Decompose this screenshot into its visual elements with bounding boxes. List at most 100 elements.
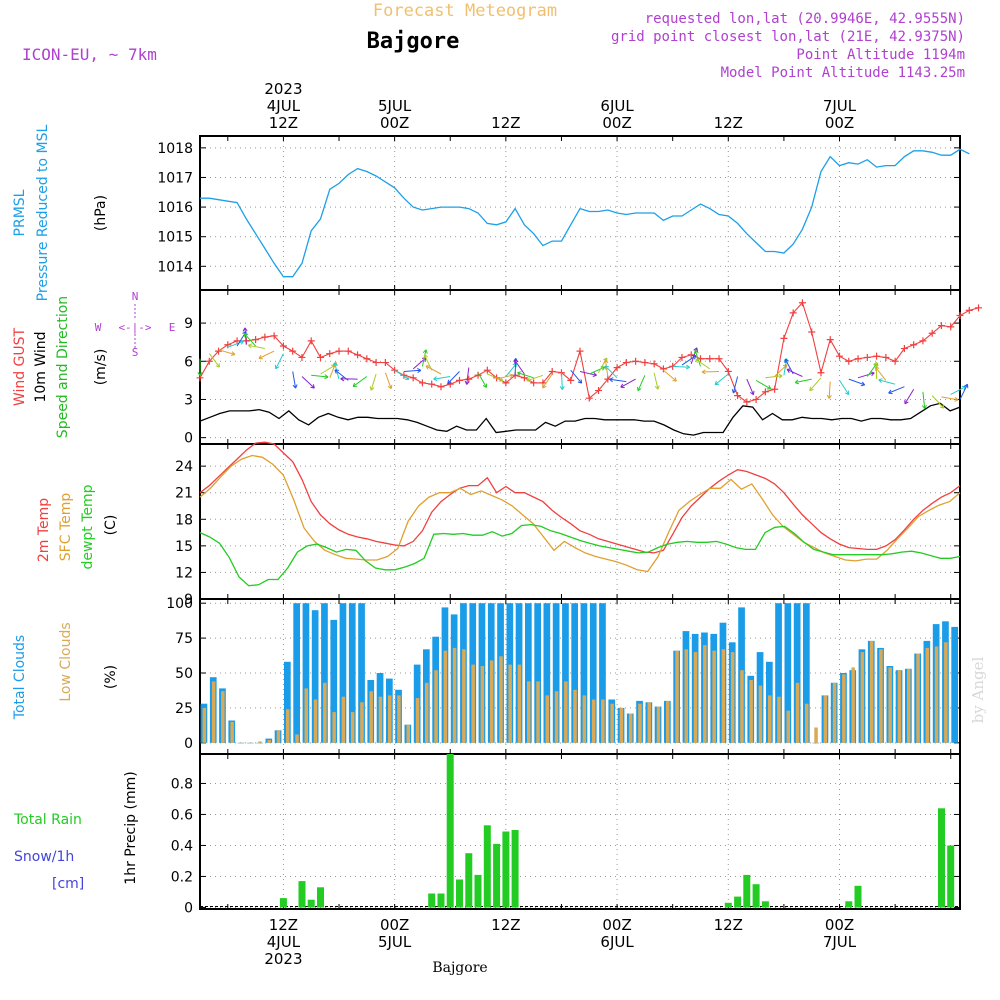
wind-direction-arrow	[477, 372, 488, 388]
panel-wind: 0 3 6 9 Wind GUST 10m Wind Speed and Direction…	[12, 289, 983, 447]
low-cloud-bar	[341, 696, 346, 743]
wind-direction-arrow	[394, 369, 410, 380]
low-cloud-bar	[712, 650, 716, 743]
wind-direction-arrow	[352, 376, 368, 387]
gust-point	[215, 347, 223, 355]
low-cloud-bar	[480, 666, 485, 743]
sfc-temp-label: SFC Temp	[58, 493, 74, 562]
temp2m-label: 2m Temp	[36, 498, 52, 562]
wind-direction-arrow	[570, 369, 583, 384]
bottom-time-label: 5JUL	[378, 933, 412, 951]
gust-point	[335, 347, 343, 355]
watermark: by Angel	[969, 656, 987, 723]
total-cloud-bar	[284, 661, 291, 743]
low-cloud-bar	[628, 713, 633, 743]
low-cloud-bar	[471, 664, 475, 743]
gust-point	[965, 306, 973, 314]
gust-point	[548, 367, 556, 375]
panel-temperature: 9 12 15 18 21 24 2m Temp SFC Temp dewpt Temp (C)	[36, 441, 961, 608]
top-time-label: 12Z	[714, 114, 743, 132]
low-cloud-bar	[582, 695, 587, 743]
gust-point	[798, 299, 806, 307]
wind-direction-arrow	[714, 373, 729, 386]
wind-direction-arrow	[526, 374, 544, 383]
low-cloud-bar	[378, 696, 383, 743]
low-cloud-bar	[545, 695, 549, 743]
wind-direction-arrow	[672, 364, 690, 370]
gust-point	[530, 379, 538, 387]
total-cloud-bar	[525, 603, 532, 743]
gust-point	[882, 353, 890, 361]
gust-point	[919, 337, 927, 345]
direction-label: Speed and Direction	[55, 296, 71, 438]
y-tick-label: 3	[184, 392, 193, 408]
total-cloud-bar	[803, 603, 810, 743]
wind-direction-arrow	[755, 379, 772, 390]
gust-point	[956, 311, 964, 319]
panel-frame	[199, 443, 961, 600]
chart-layer: 1014 1015 1016 1017 1018 PRMSL Pressure Reduce…	[12, 80, 983, 968]
gust-line	[199, 301, 979, 403]
wind-direction-arrow	[857, 371, 875, 379]
low-cloud-bar	[693, 652, 698, 743]
wind-direction-arrow	[218, 349, 236, 356]
pressure-line	[200, 148, 970, 278]
low-cloud-bar	[666, 700, 670, 743]
rain-bar	[743, 874, 751, 908]
wind-direction-arrow	[663, 369, 677, 382]
wind-direction-arrow	[447, 371, 460, 385]
total-cloud-bar	[256, 742, 263, 744]
low-cloud-bar	[221, 691, 225, 743]
wind-direction-arrow	[786, 368, 803, 377]
total-cloud-bar	[589, 603, 597, 743]
low-cloud-bar	[406, 724, 410, 743]
wind-direction-arrow	[878, 378, 896, 385]
low-cloud-bar	[749, 680, 753, 743]
wind-direction-arrow	[542, 373, 553, 389]
low-cloud-bar	[869, 640, 874, 743]
wind-direction-arrow	[620, 378, 636, 388]
low-cloud-bar	[795, 682, 800, 743]
low-cloud-bar	[230, 721, 234, 743]
gust-point	[252, 336, 260, 344]
wind-direction-arrow	[425, 365, 442, 375]
low-cloud-bar	[647, 702, 651, 743]
y-tick-label: 9	[184, 592, 193, 608]
top-time-label: 7JUL	[823, 97, 857, 115]
low-cloud-bar	[638, 703, 642, 743]
y-tick-label: 0.2	[171, 869, 193, 885]
rain-bar	[947, 845, 955, 908]
low-cloud-bar	[610, 703, 614, 743]
gust-point	[687, 351, 695, 359]
wind-direction-arrow	[848, 378, 866, 387]
wind-direction-arrow	[888, 386, 905, 395]
requested-coords: requested lon,lat (20.9946E, 42.9555N)	[645, 11, 965, 27]
gust-point	[678, 353, 686, 361]
gust-point	[947, 323, 955, 331]
gust-point	[734, 392, 742, 400]
wind-direction-arrow	[301, 376, 315, 389]
gust-point	[456, 376, 464, 384]
low-cloud-bar	[823, 695, 828, 743]
rain-bar	[502, 831, 510, 908]
wind-direction-arrow	[874, 366, 887, 381]
gust-point	[428, 380, 436, 388]
gust-point	[585, 394, 593, 402]
low-cloud-bar	[527, 681, 531, 743]
low-cloud-bar	[758, 685, 763, 743]
wind-direction-arrow	[517, 371, 534, 379]
wind-direction-arrow	[243, 332, 256, 347]
rain-bar	[437, 893, 445, 908]
total-cloud-bar	[339, 603, 347, 743]
rain-bar	[317, 887, 324, 908]
total-cloud-bar	[302, 603, 310, 743]
rain-bar	[854, 885, 862, 908]
gust-point	[752, 395, 760, 403]
y-tick-label: 1018	[157, 141, 193, 157]
gust-point	[270, 332, 278, 340]
low-cloud-bar	[489, 660, 494, 743]
low-cloud-bar	[777, 696, 781, 743]
bottom-time-label: 6JUL	[600, 933, 634, 951]
top-time-label: 00Z	[825, 114, 854, 132]
gust-point	[613, 364, 621, 372]
